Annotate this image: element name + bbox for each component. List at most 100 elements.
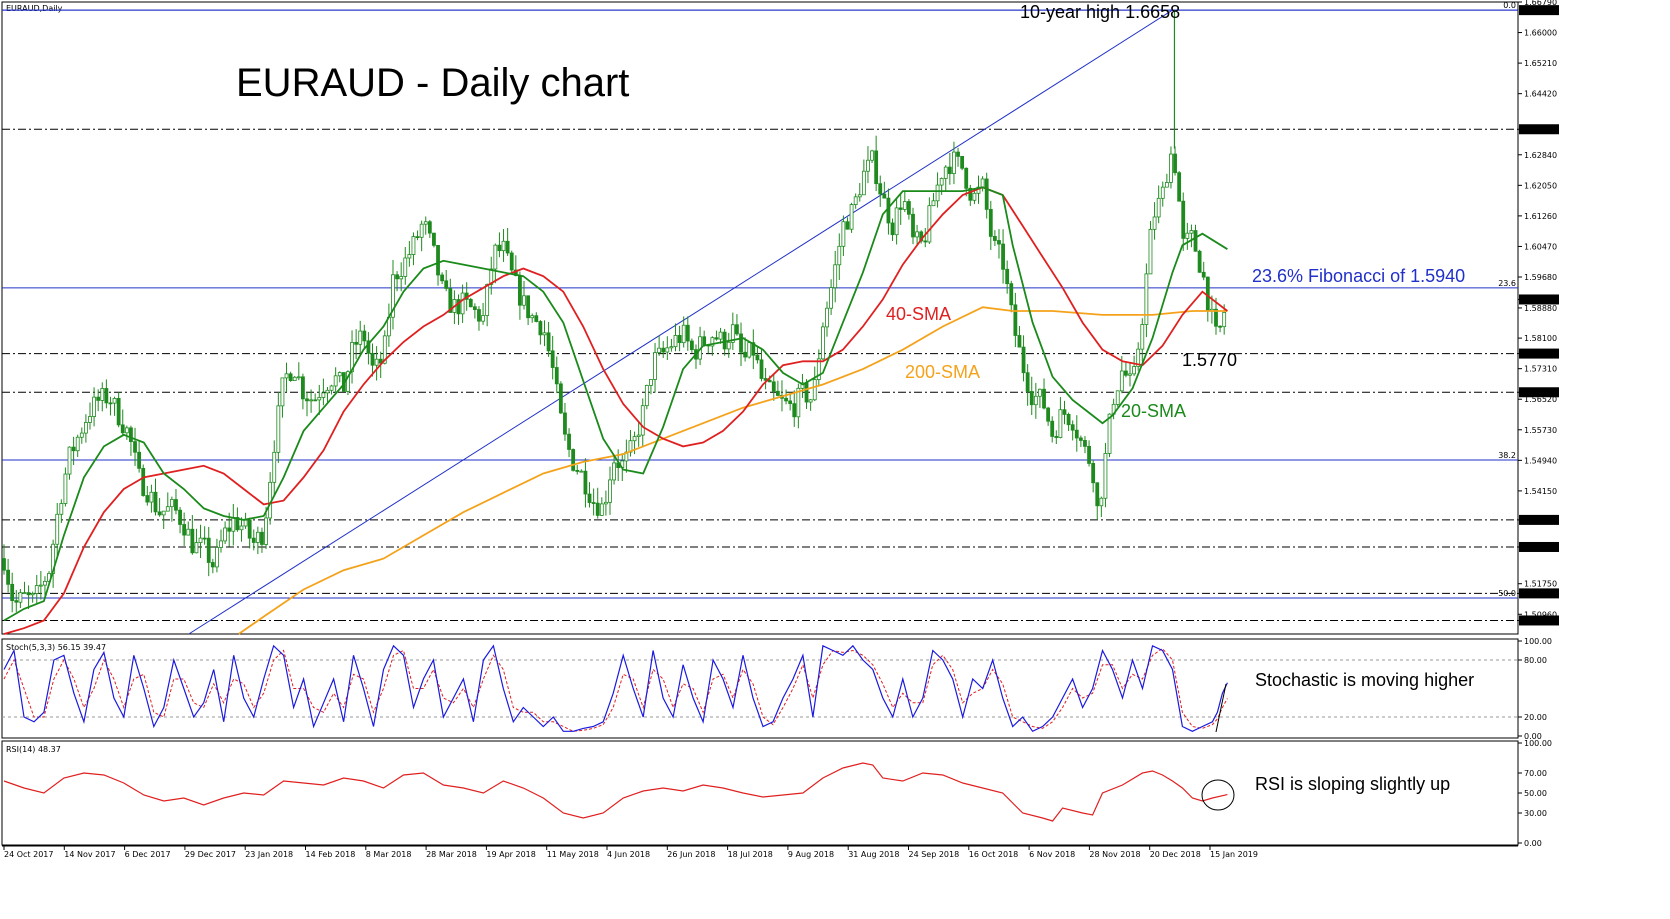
date-tick-label: 29 Dec 2017 [185, 850, 236, 859]
price-tick-label: 1.66790 [1524, 0, 1557, 7]
candle-body [79, 432, 84, 438]
candle-body [264, 517, 268, 545]
candle-body [329, 385, 334, 391]
candle-body [870, 150, 874, 161]
candle-body [96, 396, 101, 401]
date-axis: 24 Oct 2017 14 Nov 2017 6 Dec 2017 29 Dec 2… [2, 845, 1518, 859]
candle-body [194, 542, 199, 554]
candle-body [882, 193, 887, 199]
candle-body [38, 584, 43, 587]
candle-body [604, 501, 608, 505]
annotation-40-sma: 40-SMA [886, 304, 951, 324]
candle-body [6, 569, 10, 585]
candle-body [317, 397, 322, 401]
rsi-tick-label: 30.00 [1524, 809, 1547, 818]
annotation-20-sma: 20-SMA [1121, 401, 1186, 421]
candle-body [505, 240, 510, 254]
stochastic-arrow [1215, 683, 1227, 733]
candle-body [599, 503, 604, 516]
rsi-tick-label: 0.00 [1524, 839, 1542, 848]
candle-body [456, 299, 461, 315]
candle-body [251, 537, 256, 543]
candle-body [587, 493, 592, 503]
price-tag-text: 1.57700 [1523, 350, 1556, 359]
candle-body [1013, 304, 1018, 336]
candle-body [518, 275, 522, 306]
candle-body [833, 264, 838, 289]
price-tick-label: 1.62050 [1524, 181, 1557, 190]
candle-body [1152, 216, 1157, 230]
price-tag-text: 1.52700 [1523, 543, 1556, 552]
candle-body [681, 324, 686, 344]
stochastic-tick-label: 20.00 [1524, 713, 1547, 722]
candle-body [1050, 420, 1055, 437]
candle-body [432, 232, 436, 246]
candle-body [423, 221, 428, 225]
candle-body [943, 166, 948, 179]
price-tick-label: 1.66000 [1524, 29, 1557, 38]
candle-body [878, 183, 883, 195]
candle-body [1001, 243, 1005, 270]
candle-body [112, 397, 117, 404]
candle-body [1017, 335, 1022, 348]
sma20-line [3, 186, 1228, 622]
candle-body [1005, 268, 1010, 285]
candle-body [927, 205, 932, 243]
candle-body [501, 240, 506, 252]
candle-body [63, 473, 68, 504]
candle-body [157, 511, 162, 516]
candle-body [509, 252, 514, 271]
price-tick-label: 1.54940 [1524, 456, 1557, 465]
candle-body [481, 315, 485, 322]
date-tick-label: 8 Mar 2018 [366, 850, 412, 859]
candle-body [829, 287, 834, 309]
candle-body [800, 382, 805, 389]
candle-body [1136, 348, 1141, 367]
candle-body [558, 383, 563, 414]
candle-body [472, 306, 477, 310]
candle-body [362, 330, 367, 342]
candle-body [911, 213, 915, 238]
annotation-200-sma: 200-SMA [905, 362, 980, 382]
candle-body [108, 402, 113, 405]
candle-body [1021, 346, 1026, 374]
candle-body [202, 537, 207, 540]
candle-body [857, 194, 862, 198]
candle-body [92, 396, 96, 417]
candle-body [595, 502, 600, 516]
candle-body [88, 416, 92, 423]
candle-body [759, 359, 764, 379]
stochastic-axis-ticks: 100.00 80.00 20.00 0.00 [1518, 637, 1552, 741]
candle-body [534, 315, 539, 322]
candle-body [346, 371, 350, 392]
trendline [188, 9, 1173, 635]
price-tag-box [1519, 541, 1559, 552]
candle-body [845, 221, 850, 230]
candle-body [10, 583, 15, 601]
candle-body [284, 373, 289, 379]
fibonacci-label: 50.0 [1498, 589, 1516, 598]
candle-body [931, 200, 936, 207]
candle-body [1042, 388, 1046, 409]
candle-body [886, 197, 891, 224]
candle-body [30, 593, 35, 596]
candle-body [743, 351, 748, 358]
date-tick-label: 28 Nov 2018 [1089, 850, 1140, 859]
price-tick-label: 1.58880 [1524, 304, 1557, 313]
candle-body [231, 517, 236, 532]
candle-body [739, 333, 743, 353]
candle-body [960, 155, 965, 169]
candle-body [104, 388, 109, 404]
candle-body [18, 592, 23, 603]
candle-body [775, 390, 780, 396]
candle-body [419, 223, 424, 238]
price-tag-box [1519, 5, 1559, 16]
candle-body [440, 274, 445, 282]
candle-body [1173, 153, 1177, 174]
rsi-line-layer [3, 762, 1228, 822]
candle-body [280, 377, 285, 407]
date-tick-label: 28 Mar 2018 [426, 850, 477, 859]
candle-body [653, 352, 657, 380]
candle-body [952, 151, 956, 174]
candle-body [333, 375, 338, 387]
